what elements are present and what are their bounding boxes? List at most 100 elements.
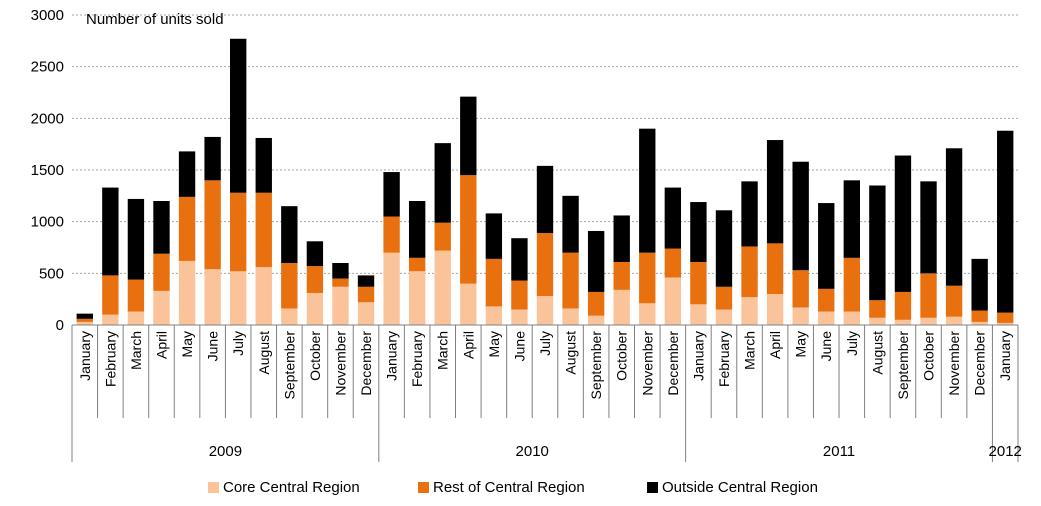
bar-segment <box>230 38 247 193</box>
bar-segment <box>945 316 963 325</box>
bar-segment <box>434 222 451 251</box>
bar-segment <box>153 253 170 291</box>
legend-label: Core Central Region <box>223 479 360 496</box>
bar-segment <box>690 202 707 262</box>
x-tick-label: September <box>588 331 604 400</box>
bar-segment <box>613 261 630 290</box>
x-tick-label: February <box>716 331 732 387</box>
bar-segment <box>792 161 809 271</box>
y-axis-label: Number of units sold <box>86 11 224 28</box>
bar-segment <box>536 233 554 297</box>
bar-segment <box>102 314 119 325</box>
bar-segment <box>460 96 477 176</box>
bar-segment <box>357 286 375 303</box>
x-tick-label: July <box>537 331 553 356</box>
x-tick-label: January <box>997 331 1013 381</box>
bar-segment <box>127 198 145 280</box>
bar-segment <box>153 290 170 325</box>
bar-segment <box>485 306 503 325</box>
bar-segment <box>357 275 375 287</box>
bar-segment <box>894 155 912 292</box>
bar-segment <box>997 322 1014 325</box>
x-tick-label: January <box>384 331 400 381</box>
bar-segment <box>562 308 579 325</box>
x-tick-label: January <box>77 331 93 381</box>
bar-segment <box>255 137 272 193</box>
bar-segment <box>230 271 247 325</box>
x-tick-label: March <box>742 331 758 370</box>
bar-segment <box>460 175 477 284</box>
x-tick-label: August <box>256 331 272 375</box>
bar-segment <box>536 296 554 325</box>
bar-segment <box>127 279 145 312</box>
bar-segment <box>639 303 656 325</box>
legend-swatch <box>647 482 658 493</box>
bar-segment <box>869 185 886 301</box>
bar-segment <box>741 246 758 298</box>
bar-segment <box>102 275 119 315</box>
bar-segment <box>639 252 656 304</box>
x-tick-label: June <box>511 331 527 362</box>
x-tick-label: July <box>844 331 860 356</box>
legend-swatch <box>418 482 429 493</box>
bar-segment <box>230 192 247 272</box>
bar-segment <box>408 201 426 258</box>
legend-label: Rest of Central Region <box>433 479 585 496</box>
x-tick-label: June <box>205 331 221 362</box>
bar-segment <box>920 181 937 274</box>
x-tick-label: April <box>767 331 783 359</box>
x-tick-label: February <box>102 331 118 387</box>
x-tick-label: July <box>230 331 246 356</box>
bar-segment <box>281 308 298 325</box>
bar-segment <box>587 291 605 316</box>
x-tick-label: November <box>946 331 962 396</box>
year-label: 2011 <box>823 443 855 460</box>
bar-segment <box>613 215 630 262</box>
bar-segment <box>332 286 349 325</box>
bar-segment <box>102 187 119 276</box>
x-tick-label: May <box>179 331 195 357</box>
bar-segment <box>281 263 298 309</box>
bar-segment <box>818 288 835 312</box>
bar-segment <box>920 317 937 325</box>
bar-segment <box>894 291 912 320</box>
x-tick-label: June <box>818 331 834 362</box>
bar-segment <box>562 252 579 309</box>
x-tick-label: February <box>409 331 425 387</box>
bar-segment <box>204 180 221 270</box>
bar-segment <box>766 294 784 325</box>
bar-segment <box>357 302 375 325</box>
bar-segment <box>204 269 221 325</box>
bar-segment <box>306 266 324 293</box>
x-tick-label: December <box>358 331 374 396</box>
bar-segment <box>766 140 784 244</box>
bar-segment <box>818 311 835 325</box>
bar-segment <box>587 230 605 292</box>
x-tick-label: March <box>128 331 144 370</box>
bar-segment <box>869 300 886 318</box>
bar-segment <box>306 241 324 267</box>
bar-segment <box>434 250 451 325</box>
x-tick-label: April <box>153 331 169 359</box>
bar-segment <box>997 130 1014 313</box>
bar-segment <box>843 180 860 258</box>
bar-segment <box>945 148 963 286</box>
bar-segment <box>587 315 605 325</box>
bar-segment <box>818 203 835 289</box>
x-tick-label: October <box>307 331 323 381</box>
x-tick-label: April <box>460 331 476 359</box>
bar-segment <box>434 143 451 223</box>
x-tick-label: October <box>921 331 937 381</box>
bar-segment <box>332 263 349 279</box>
bar-segment <box>971 258 988 311</box>
x-tick-label: August <box>563 331 579 375</box>
bar-segment <box>690 304 707 325</box>
bar-segment <box>76 313 93 319</box>
bar-segment <box>792 307 809 325</box>
bar-segment <box>332 278 349 287</box>
bar-segment <box>971 321 988 325</box>
bar-segment <box>460 283 477 325</box>
x-tick-label: May <box>793 331 809 357</box>
